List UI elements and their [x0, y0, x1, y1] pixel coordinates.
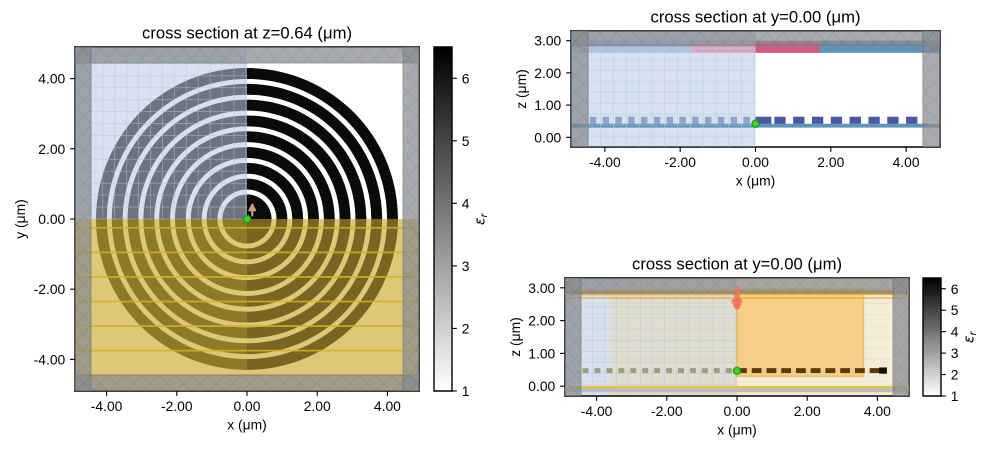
svg-text:-2.00: -2.00: [161, 398, 193, 414]
svg-text:1: 1: [462, 383, 470, 399]
svg-text:1.00: 1.00: [528, 345, 555, 361]
svg-text:-4.00: -4.00: [34, 351, 66, 367]
svg-text:0.00: 0.00: [528, 378, 555, 394]
svg-text:0.00: 0.00: [38, 211, 65, 227]
svg-text:2.00: 2.00: [817, 154, 844, 170]
svg-text:2.00: 2.00: [304, 398, 331, 414]
svg-text:4.00: 4.00: [864, 403, 891, 419]
svg-text:4.00: 4.00: [374, 398, 401, 414]
svg-text:3: 3: [951, 345, 959, 361]
svg-text:1.00: 1.00: [534, 97, 561, 113]
svg-text:4.00: 4.00: [893, 154, 920, 170]
svg-text:-4.00: -4.00: [91, 398, 123, 414]
svg-text:3.00: 3.00: [534, 33, 561, 49]
svg-text:4: 4: [462, 195, 470, 211]
svg-text:-4.00: -4.00: [581, 403, 613, 419]
svg-text:-2.00: -2.00: [664, 154, 696, 170]
svg-text:3.00: 3.00: [528, 280, 555, 296]
svg-text:1: 1: [951, 388, 959, 404]
svg-text:x (μm): x (μm): [227, 416, 267, 432]
svg-text:cross section at z=0.64 (μm): cross section at z=0.64 (μm): [142, 24, 352, 43]
svg-text:0.00: 0.00: [233, 398, 260, 414]
svg-text:y (μm): y (μm): [12, 199, 28, 239]
svg-text:6: 6: [462, 70, 470, 86]
svg-text:z (μm): z (μm): [513, 69, 529, 109]
svg-text:-2.00: -2.00: [651, 403, 683, 419]
svg-text:2: 2: [462, 320, 470, 336]
svg-text:-2.00: -2.00: [34, 281, 66, 297]
svg-text:2.00: 2.00: [528, 313, 555, 329]
svg-text:5: 5: [951, 302, 959, 318]
svg-text:z (μm): z (μm): [507, 317, 523, 357]
svg-text:2.00: 2.00: [794, 403, 821, 419]
svg-text:6: 6: [951, 281, 959, 297]
svg-text:3: 3: [462, 258, 470, 274]
svg-text:cross section at y=0.00 (μm): cross section at y=0.00 (μm): [632, 255, 842, 274]
svg-text:cross section at y=0.00 (μm): cross section at y=0.00 (μm): [650, 8, 860, 27]
svg-text:2: 2: [951, 367, 959, 383]
svg-text:4.00: 4.00: [38, 71, 65, 87]
svg-text:0.00: 0.00: [534, 129, 561, 145]
svg-text:x (μm): x (μm): [717, 421, 757, 437]
svg-text:2.00: 2.00: [534, 65, 561, 81]
svg-text:5: 5: [462, 133, 470, 149]
svg-text:0.00: 0.00: [742, 154, 769, 170]
svg-text:0.00: 0.00: [723, 403, 750, 419]
svg-text:x (μm): x (μm): [736, 172, 776, 188]
svg-text:-4.00: -4.00: [589, 154, 621, 170]
svg-text:2.00: 2.00: [38, 141, 65, 157]
